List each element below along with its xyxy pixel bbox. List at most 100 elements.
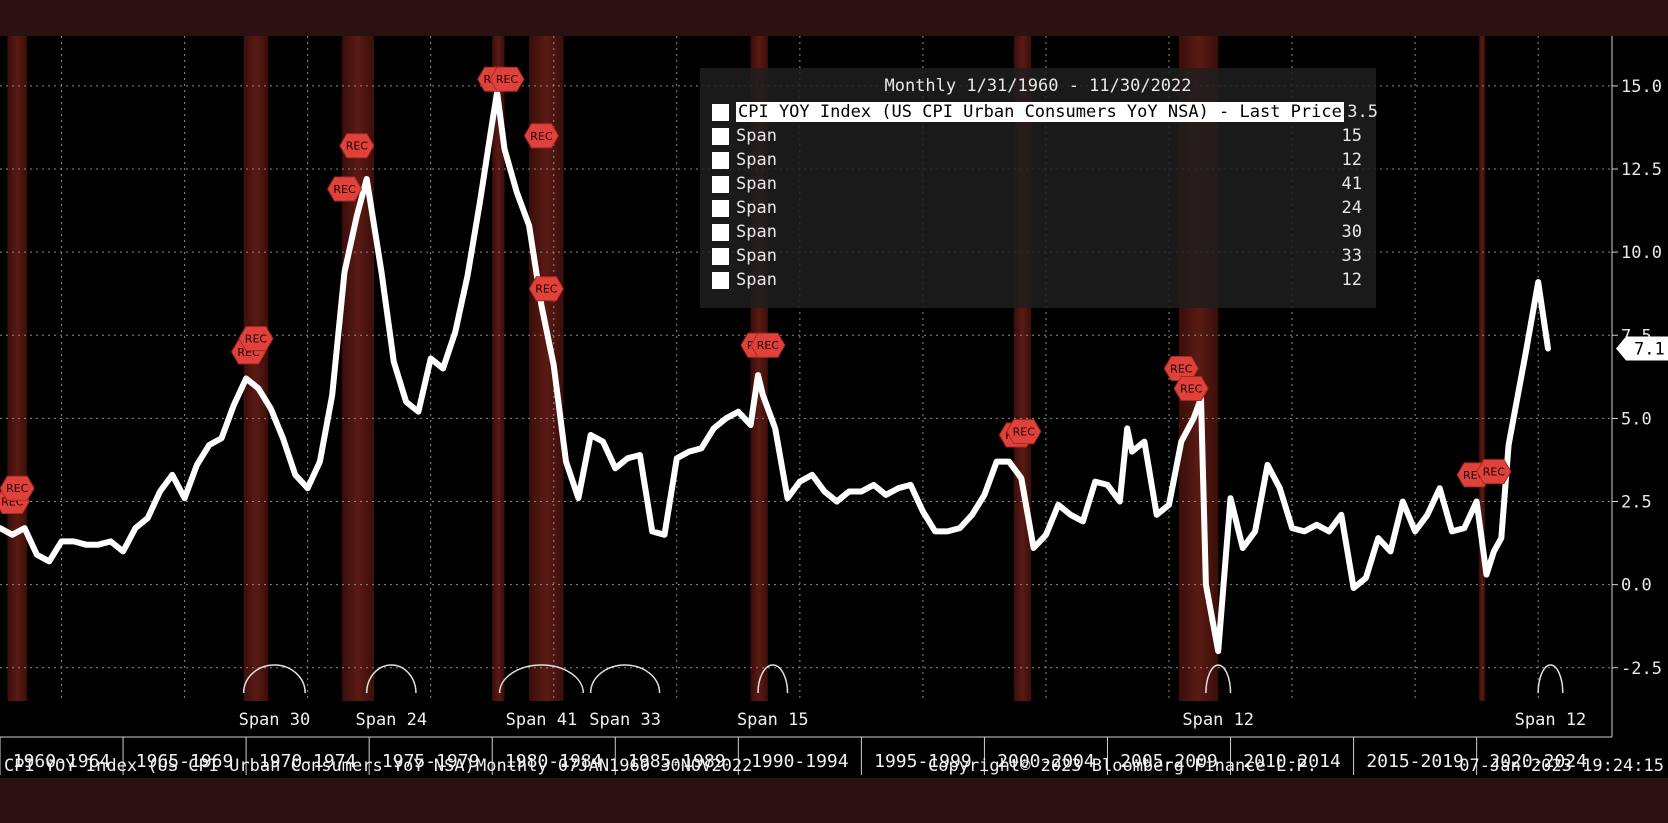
rec-marker-label: REC — [6, 482, 29, 495]
legend-item-cpi[interactable]: CPI YOY Index (US CPI Urban Consumers Yo… — [712, 102, 1378, 124]
legend-panel: Monthly 1/31/1960 - 11/30/2022 CPI YOY I… — [700, 68, 1378, 308]
recession-band — [492, 36, 505, 701]
span-label: Span 41 — [506, 710, 578, 730]
x-tick-label: 2015-2019 — [1366, 751, 1464, 772]
rec-marker: REC — [1476, 459, 1512, 485]
rec-marker: REC — [523, 123, 560, 149]
y-axis: 15.012.510.07.55.02.50.0-2.5 — [1611, 36, 1662, 737]
recession-band — [243, 36, 269, 701]
legend-label: Span — [736, 174, 777, 194]
rec-marker-shape — [750, 332, 786, 358]
legend-label: Span — [736, 246, 777, 266]
legend-value: 12 — [1341, 150, 1362, 170]
rec-marker-shape — [0, 475, 35, 501]
legend-label: Span — [736, 270, 777, 290]
span-arc — [365, 664, 417, 694]
rec-marker-label: REC — [535, 283, 558, 296]
last-value-box — [1616, 336, 1668, 361]
rec-marker-shape — [1476, 459, 1512, 485]
legend-value: 30 — [1341, 222, 1362, 242]
x-tick-label: 1970-1974 — [259, 751, 357, 772]
last-value-label: 7.1 — [1634, 340, 1665, 360]
span-arcs: Span 30 Span 24 Span 41 Span 33 Span 15 Span … — [239, 664, 1587, 730]
x-tick-label: 2020-2024 — [1489, 751, 1587, 772]
rec-marker: REC — [339, 133, 375, 159]
legend-item-span[interactable]: Span 30 — [712, 222, 1362, 244]
legend-checkbox[interactable] — [712, 128, 729, 145]
rec-marker-label: REC — [245, 333, 268, 346]
legend-item-span[interactable]: Span 33 — [712, 246, 1362, 268]
legend-checkbox[interactable] — [712, 176, 729, 193]
rec-marker-label: REC — [333, 183, 356, 196]
chart-frame: 15.0 12.5 10.0 7.5 5.0 2.5 0.0 -2.5 1960-1964 196… — [0, 36, 1668, 778]
span-label: Span 15 — [737, 710, 809, 730]
legend-label: Span — [736, 198, 777, 218]
legend-checkbox[interactable] — [712, 272, 729, 289]
rec-marker: REC — [1173, 375, 1209, 401]
x-tick-label: 1995-1999 — [874, 751, 972, 772]
rec-marker-shape — [528, 276, 564, 302]
legend-item-span[interactable]: Span 12 — [712, 150, 1362, 172]
x-tick-label: 1980-1984 — [505, 751, 603, 772]
x-tick-label: 2000-2004 — [997, 751, 1095, 772]
footer-security: CPI YOY Index (US CPI Urban Consumers Yo… — [4, 756, 475, 776]
legend-label: Span — [736, 126, 777, 146]
x-tick-label: 1985-1989 — [628, 751, 726, 772]
rec-marker: REC — [238, 326, 274, 352]
rec-marker-label: REC — [346, 140, 369, 153]
span-arc — [498, 664, 585, 694]
rec-marker-label: REC — [1013, 426, 1036, 439]
rec-marker: REC — [489, 66, 525, 92]
x-tick-label: 1965-1969 — [136, 751, 234, 772]
legend-value: 3.5 — [1347, 102, 1378, 122]
legend-value: 33 — [1341, 246, 1362, 266]
rec-marker: REC — [1163, 356, 1199, 381]
legend-checkbox[interactable] — [712, 224, 729, 241]
rec-marker-shape — [1163, 356, 1199, 381]
legend-checkbox[interactable] — [712, 200, 729, 217]
rec-marker: REC — [0, 475, 35, 501]
x-tick-label: 1960-1964 — [13, 751, 111, 772]
rec-marker: REC — [750, 332, 786, 358]
legend-item-span[interactable]: Span 12 — [712, 270, 1362, 292]
span-label: Span 12 — [1182, 710, 1254, 730]
legend-checkbox[interactable] — [712, 152, 729, 169]
y-tick-label: 10.0 — [1621, 243, 1662, 263]
cpi-yoy-line — [0, 89, 1551, 655]
legend-title: Monthly 1/31/1960 - 11/30/2022 — [884, 76, 1192, 96]
rec-marker-shape — [523, 123, 560, 149]
recession-band — [7, 36, 28, 701]
span-arc — [242, 664, 306, 694]
footer-copyright: Copyright© 2023 Bloomberg Finance L.P. — [928, 756, 1317, 776]
span-arc — [757, 664, 789, 694]
legend-label: CPI YOY Index (US CPI Urban Consumers Yo… — [736, 102, 1344, 122]
y-tick-label: 2.5 — [1621, 493, 1652, 513]
legend-label: Span — [736, 222, 777, 242]
rec-marker-shape — [326, 176, 363, 202]
span-label: Span 12 — [1515, 710, 1587, 730]
rec-marker: REC — [326, 176, 363, 202]
legend-checkbox[interactable] — [712, 248, 729, 265]
x-tick-label: 2010-2014 — [1243, 751, 1341, 772]
x-tick-label: 1990-1994 — [751, 751, 849, 772]
y-tick-label: 0.0 — [1621, 576, 1652, 596]
rec-marker-shape — [1006, 419, 1042, 445]
x-axis: 1960-1964 1965-1969 1970-1974 1975-1979 1980… — [0, 736, 1612, 775]
legend-item-span[interactable]: Span 41 — [712, 174, 1362, 196]
rec-marker-label: REC — [530, 130, 553, 143]
y-tick-label: 12.5 — [1621, 160, 1662, 180]
legend-value: 12 — [1341, 270, 1362, 290]
footer-range: Monthly 07JAN1960-30NOV2022 — [476, 756, 753, 776]
span-label: Span 24 — [355, 710, 427, 730]
rec-marker: REC — [528, 276, 564, 302]
legend-checkbox[interactable] — [712, 104, 729, 121]
rec-marker-shape — [339, 133, 375, 159]
legend-item-span[interactable]: Span 24 — [712, 198, 1362, 220]
recession-band — [1479, 36, 1486, 701]
legend-value: 41 — [1341, 174, 1362, 194]
legend-item-span[interactable]: Span 15 — [712, 126, 1362, 148]
rec-markers: RECRECRECRECRECRECRECRECRECRECRECRECRECR… — [0, 66, 1512, 514]
rec-marker-shape — [238, 326, 274, 352]
rec-marker-label: REC — [496, 73, 519, 86]
